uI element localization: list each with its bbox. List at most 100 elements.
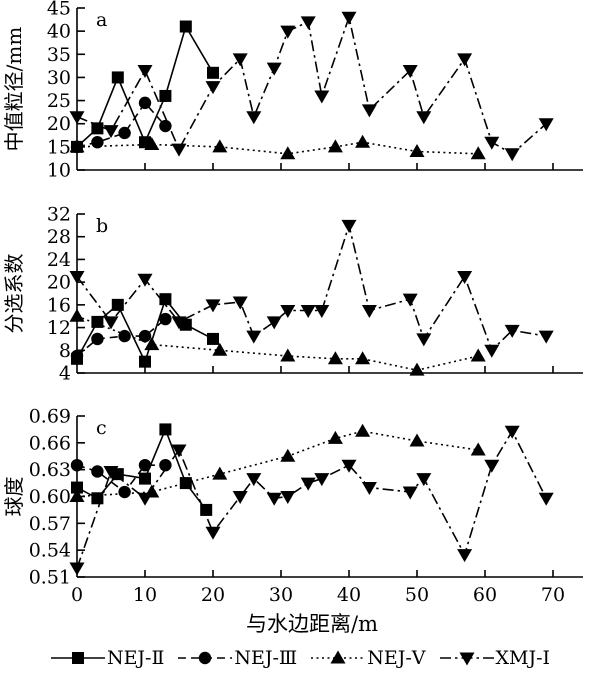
panel-c-label: c [96,417,107,439]
y-tick-label: 16 [47,294,71,316]
series-marker-xmj-1 [361,104,377,118]
legend-item-nej-3: NEJ-Ⅲ [177,647,297,669]
series-marker-xmj-1 [137,64,153,78]
legend-swatch-triangle-down [439,652,494,666]
series-marker-xmj-1 [171,444,187,458]
series-marker-nej-5 [144,337,160,351]
series-marker-nej-3 [118,485,131,499]
series-marker-xmj-1 [341,459,357,473]
series-marker-nej-5 [470,442,486,456]
series-marker-xmj-1 [361,305,377,319]
series-marker-nej-5 [212,342,228,356]
series-marker-xmj-1 [300,16,316,30]
y-tick-label: 20 [47,113,71,135]
panel-c-y-axis-title: 球度 [2,477,26,517]
legend-item-xmj-1: XMJ-Ⅰ [439,647,551,669]
y-tick-label: 4 [59,363,71,385]
series-marker-xmj-1 [341,11,357,25]
y-tick-label: 25 [47,90,71,112]
y-tick-label: 8 [59,340,71,362]
legend-marker-triangle-up [330,650,346,664]
series-marker-xmj-1 [538,492,554,506]
panel-c: 0.69 0.66 0.63 0.60 0.57 0.54 0.51 [29,406,583,589]
x-tick-label: 0 [71,584,83,606]
series-marker-xmj-1 [280,491,296,504]
series-marker-nej-2 [139,355,151,368]
y-tick-label: 0.63 [29,459,71,481]
x-tick-labels: 0 10 20 30 40 50 60 70 [71,584,565,606]
series-marker-xmj-1 [314,90,330,104]
series-marker-nej-2 [139,472,151,485]
series-marker-nej-5 [280,448,296,462]
y-tick-label: 28 [47,226,71,248]
y-tick-label: 24 [47,249,71,271]
series-marker-nej-2 [159,89,172,102]
series-marker-xmj-1 [538,118,554,132]
series-marker-xmj-1 [232,491,248,504]
series-marker-xmj-1 [137,273,153,287]
series-marker-nej-5 [144,137,160,151]
x-tick-label: 20 [201,584,225,606]
series-marker-nej-3 [91,136,104,149]
series-marker-xmj-1 [402,64,418,78]
series-marker-xmj-1 [300,305,316,319]
series-marker-xmj-1 [205,81,221,95]
series-marker-nej-3 [159,119,172,133]
series-marker-nej-3 [118,329,131,343]
x-tick-label: 40 [337,584,361,606]
series-marker-nej-3 [70,349,84,363]
series-marker-xmj-1 [246,111,262,125]
series-marker-nej-5 [327,430,343,444]
legend-marker-circle [199,651,212,665]
legend-swatch-square [50,652,105,664]
series-marker-xmj-1 [103,125,119,139]
series-marker-nej-3 [138,96,152,110]
series-marker-xmj-1 [246,330,262,344]
series-marker-nej-2 [207,66,219,79]
y-tick-label: 30 [47,67,71,89]
series-marker-nej-2 [207,332,219,345]
series-marker-nej-3 [91,465,104,478]
series-marker-xmj-1 [171,143,187,157]
panel-a-y-axis-title: 中值粒径/mm [2,27,26,152]
series-marker-xmj-1 [314,473,330,487]
series-marker-nej-2 [179,20,192,33]
legend-marker-triangle-down [459,652,475,666]
legend-item-nej-2: NEJ-Ⅱ [50,647,164,669]
series-marker-xmj-1 [416,473,432,487]
series-marker-nej-5 [212,139,228,153]
x-tick-label: 60 [473,584,497,606]
legend-label-nej-3: NEJ-Ⅲ [234,647,298,669]
x-axis-title: 与水边距离/m [246,612,378,636]
series-marker-nej-3 [159,312,172,326]
series-marker-nej-2 [111,71,124,84]
series-marker-nej-2 [200,503,213,516]
series-marker-xmj-1 [402,293,418,307]
series-marker-xmj-1 [266,492,282,506]
series-marker-xmj-1 [504,324,520,338]
series-marker-xmj-1 [504,148,520,162]
series-marker-nej-5 [280,348,296,362]
series-marker-nej-5 [69,139,85,153]
series-marker-xmj-1 [314,305,330,319]
x-tick-label: 10 [133,584,157,606]
series-marker-nej-5 [327,139,343,153]
series-marker-xmj-1 [171,316,187,330]
series-marker-xmj-1 [341,219,357,233]
series-marker-nej-5 [355,134,371,148]
y-tick-label: 20 [47,272,71,294]
chart-canvas: 4540353025201510322824201612840.690.660.… [2,0,583,636]
legend-swatch-triangle-up [311,650,366,664]
series-marker-xmj-1 [484,344,500,358]
series-marker-xmj-1 [246,473,262,487]
panel-b-label: b [96,215,108,237]
y-tick-label: 15 [47,136,71,158]
series-marker-xmj-1 [266,316,282,330]
series-marker-xmj-1 [280,25,296,39]
legend-label-xmj-1: XMJ-Ⅰ [495,647,551,669]
y-tick-label: 40 [47,21,71,43]
series-marker-xmj-1 [205,299,221,313]
series-marker-nej-2 [71,481,83,494]
y-tick-label: 12 [47,317,71,339]
